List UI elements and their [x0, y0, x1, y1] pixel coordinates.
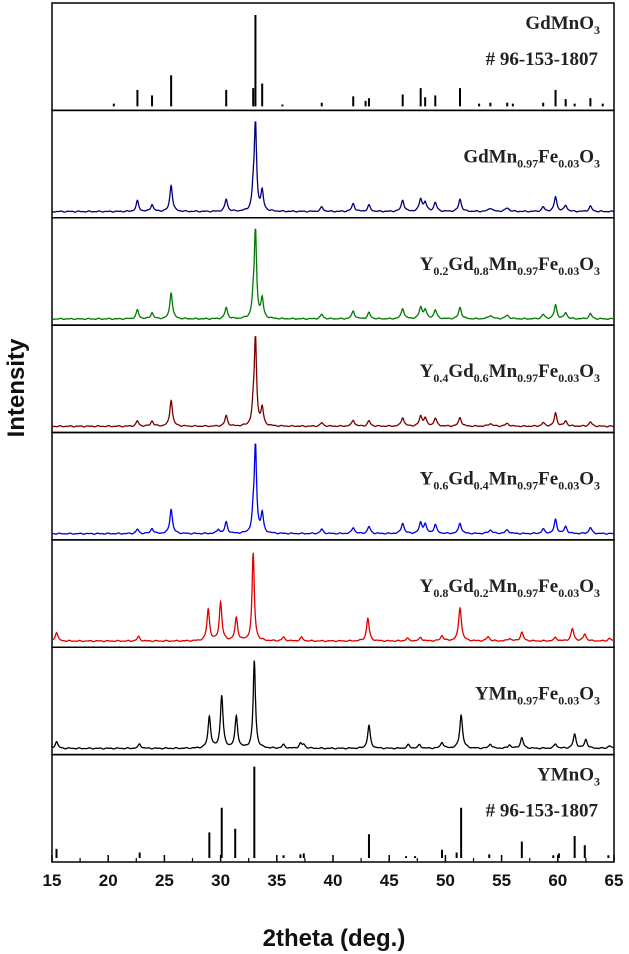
x-axis-title: 2theta (deg.) — [263, 925, 406, 952]
panel-2: GdMn0.97Fe0.03O3 — [51, 109, 615, 219]
reference-code: # 96-153-1807 — [486, 801, 599, 822]
subscript: 0.4 — [474, 479, 489, 493]
panel-5: Y0.6Gd0.4Mn0.97Fe0.03O3 — [51, 431, 615, 541]
subscript: 0.2 — [474, 586, 489, 600]
reference-code: # 96-153-1807 — [486, 49, 599, 70]
panel-6: Y0.8Gd0.2Mn0.97Fe0.03O3 — [51, 539, 615, 648]
panel-label: YMn0.97Fe0.03O3 — [475, 683, 600, 707]
subscript: 0.8 — [433, 586, 448, 600]
pattern-line — [51, 552, 615, 643]
subscript: 3 — [594, 693, 600, 707]
subscript: 3 — [594, 479, 600, 493]
x-tick-label: 55 — [492, 871, 511, 890]
pattern-line — [51, 121, 615, 213]
subscript: 0.97 — [517, 586, 538, 600]
subscript: 0.97 — [517, 371, 538, 385]
subscript: 0.6 — [474, 371, 489, 385]
panel-label: Y0.6Gd0.4Mn0.97Fe0.03O3 — [420, 469, 600, 493]
pattern-line — [52, 660, 615, 750]
pattern-line — [51, 336, 614, 428]
subscript: 3 — [594, 586, 600, 600]
subscript: 3 — [594, 371, 600, 385]
x-tick-label: 25 — [155, 871, 174, 890]
pattern-line — [51, 443, 615, 536]
panel-label: YMnO3 — [537, 765, 600, 789]
subscript: 0.97 — [517, 693, 538, 707]
subscript: 0.8 — [474, 264, 489, 278]
subscript: 0.03 — [558, 371, 579, 385]
subscript: 0.03 — [558, 264, 579, 278]
x-tick-label: 50 — [436, 871, 455, 890]
panel-label: GdMn0.97Fe0.03O3 — [463, 146, 600, 170]
x-tick-label: 40 — [324, 871, 343, 890]
subscript: 0.97 — [517, 156, 538, 170]
subscript: 0.4 — [433, 371, 448, 385]
subscript: 0.03 — [558, 586, 579, 600]
panel-7: YMn0.97Fe0.03O3 — [51, 646, 615, 756]
subscript: 0.03 — [558, 693, 579, 707]
panel-label: Y0.4Gd0.6Mn0.97Fe0.03O3 — [420, 361, 600, 385]
panel-3: Y0.2Gd0.8Mn0.97Fe0.03O3 — [51, 217, 615, 326]
subscript: 0.6 — [433, 479, 448, 493]
subscript: 3 — [594, 775, 600, 789]
subscript: 3 — [594, 23, 600, 37]
panel-label: Y0.8Gd0.2Mn0.97Fe0.03O3 — [420, 576, 600, 600]
x-tick-label: 60 — [548, 871, 567, 890]
panels-layer: GdMnO3 # 96-153-1807 GdMn0.97Fe0.03O3 Y0.2G… — [51, 2, 615, 863]
panel-label: GdMnO3 — [525, 13, 600, 37]
x-tick-label: 45 — [380, 871, 399, 890]
x-tick-label: 15 — [43, 871, 62, 890]
subscript: 0.97 — [517, 479, 538, 493]
x-tick-label: 20 — [99, 871, 118, 890]
subscript: 0.03 — [558, 479, 579, 493]
x-tick-label: 65 — [605, 871, 624, 890]
y-axis-title: Intensity — [3, 338, 30, 437]
x-tick-label: 35 — [267, 871, 286, 890]
panel-4: Y0.4Gd0.6Mn0.97Fe0.03O3 — [51, 324, 615, 434]
subscript: 3 — [594, 156, 600, 170]
subscript: 0.03 — [558, 156, 579, 170]
subscript: 0.2 — [433, 264, 448, 278]
subscript: 0.97 — [517, 264, 538, 278]
panel-1: GdMnO3 # 96-153-1807 — [51, 2, 615, 112]
panel-8: YMnO3 # 96-153-1807 — [51, 753, 615, 863]
x-axis: 15 20 25 30 35 40 45 50 55 60 65 — [43, 855, 624, 890]
subscript: 3 — [594, 264, 600, 278]
x-tick-label: 30 — [211, 871, 230, 890]
pattern-line — [51, 228, 614, 321]
panel-label: Y0.2Gd0.8Mn0.97Fe0.03O3 — [420, 254, 600, 278]
